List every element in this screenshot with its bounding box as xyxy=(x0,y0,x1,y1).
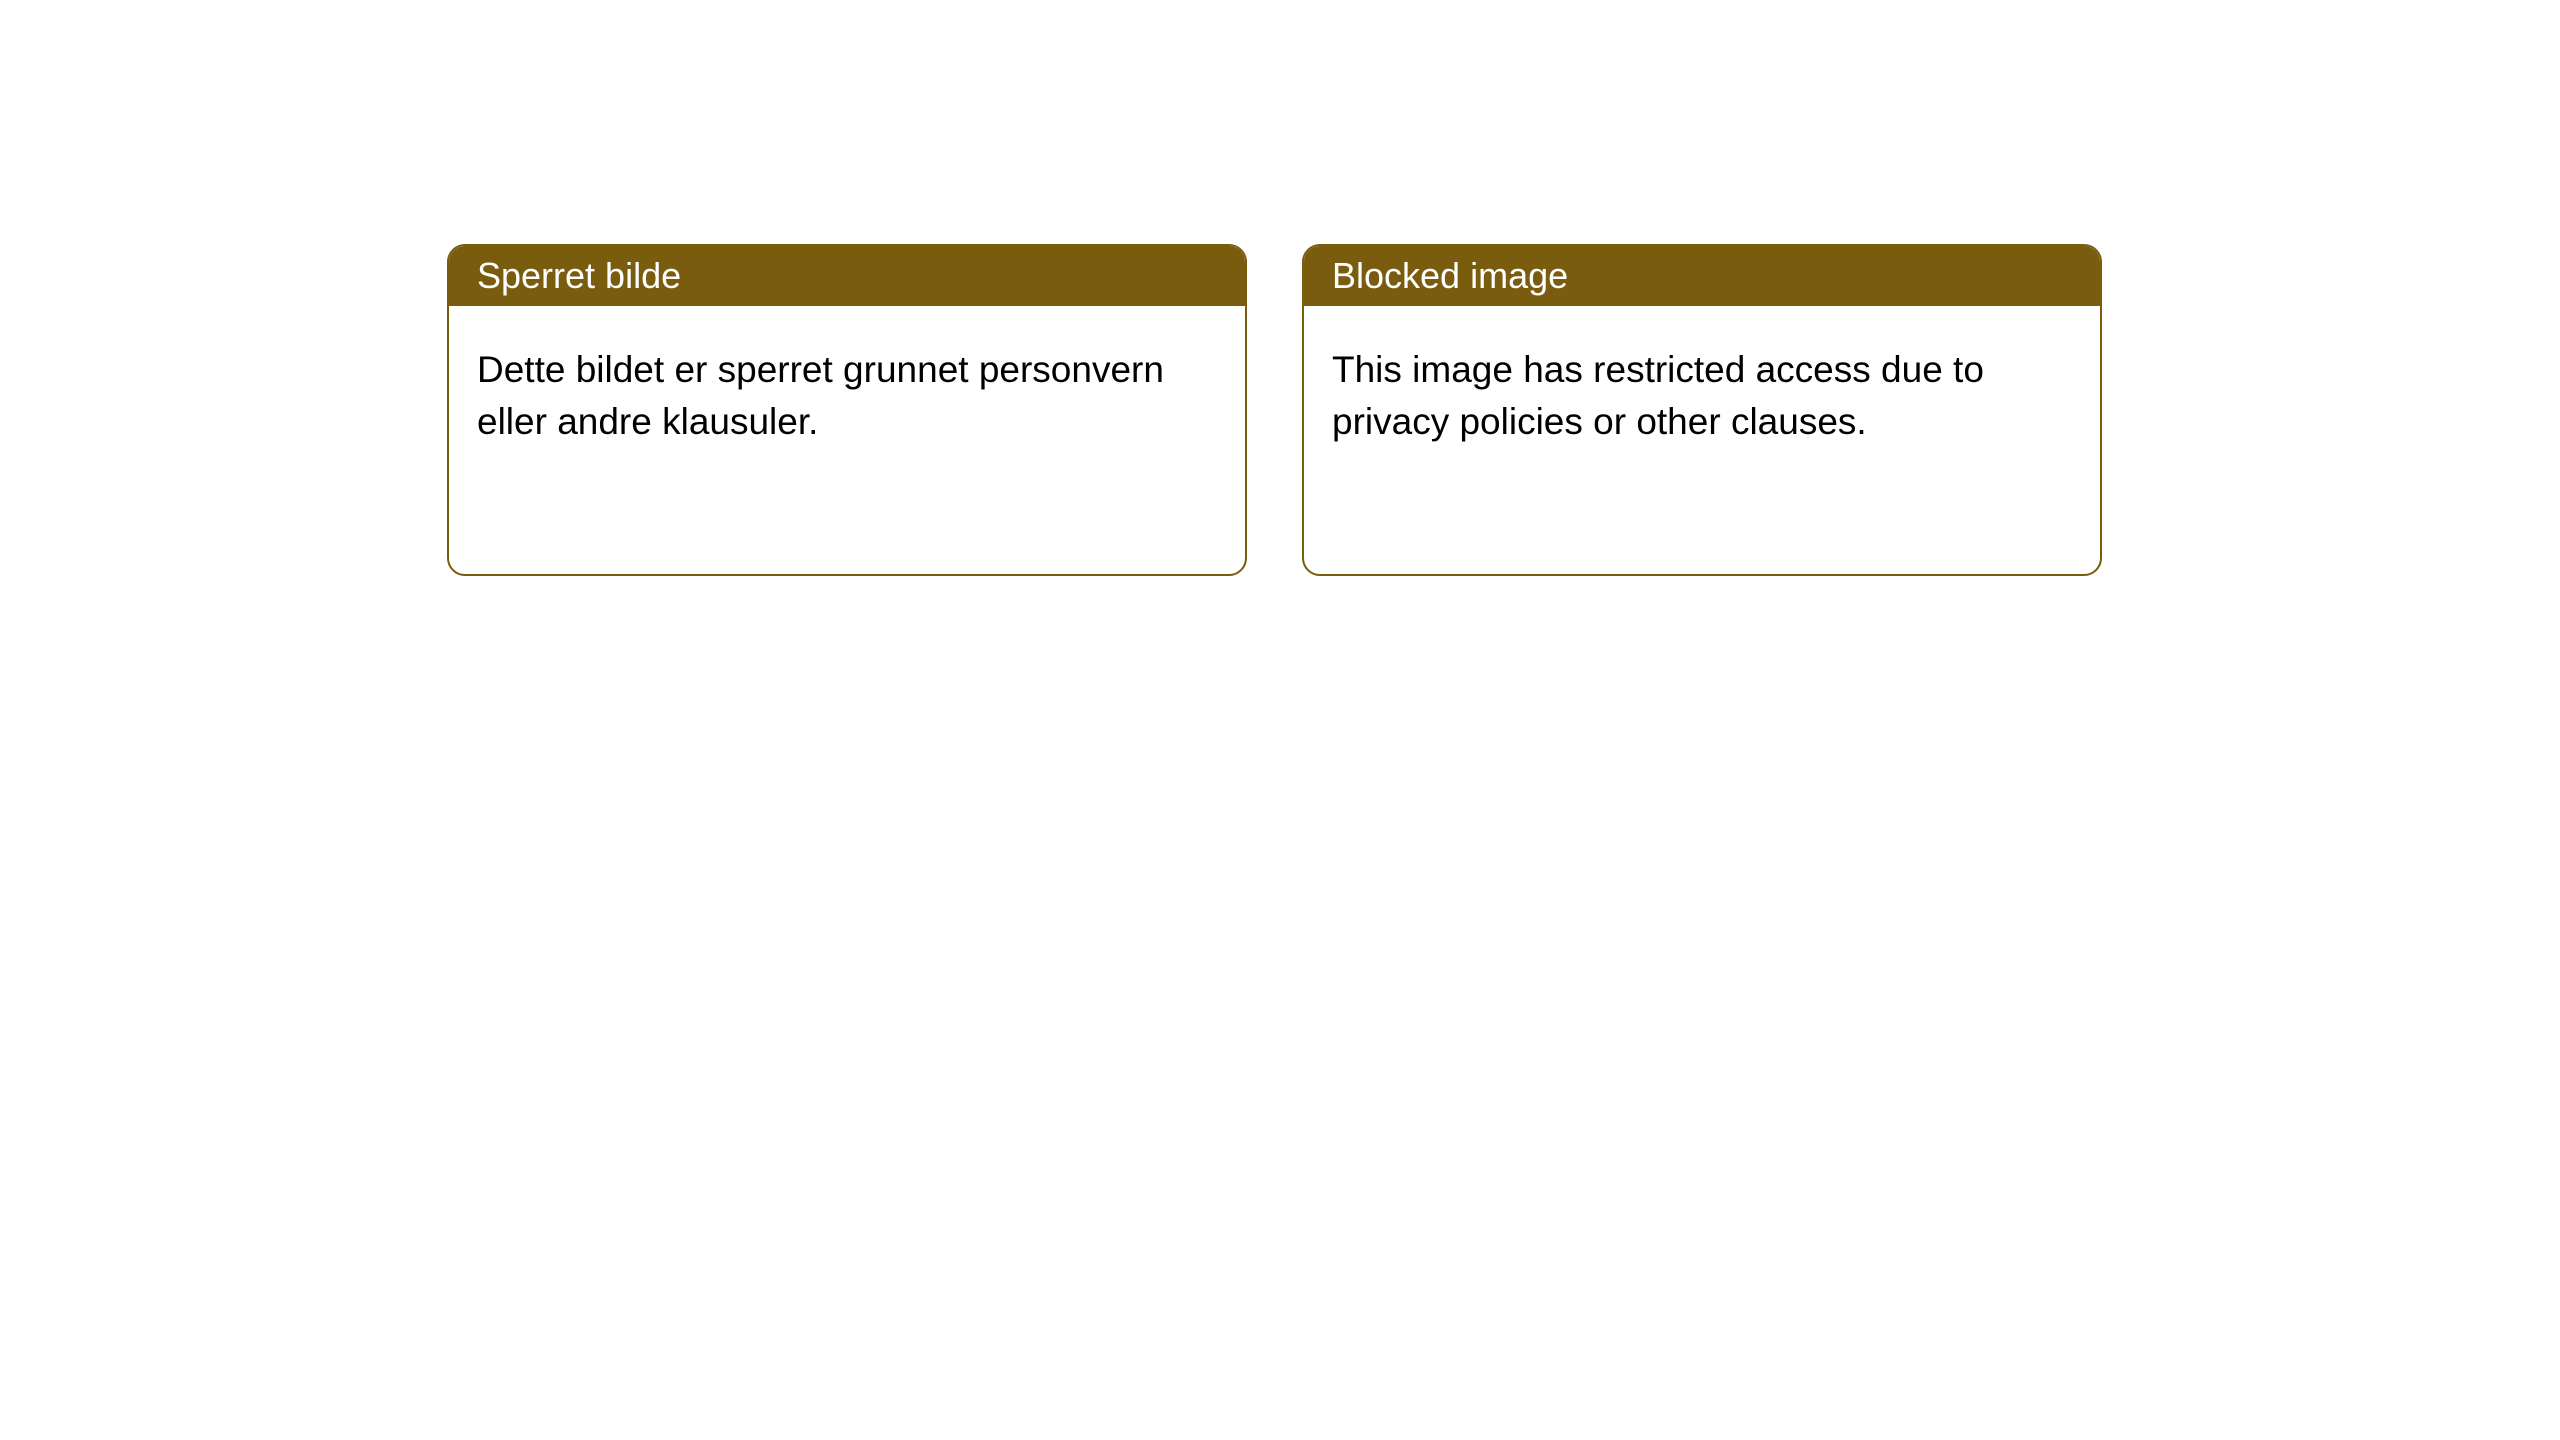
notice-body-english: This image has restricted access due to … xyxy=(1304,306,2100,486)
notice-card-norwegian: Sperret bilde Dette bildet er sperret gr… xyxy=(447,244,1247,576)
notice-header-english: Blocked image xyxy=(1304,246,2100,306)
notice-container: Sperret bilde Dette bildet er sperret gr… xyxy=(447,244,2102,576)
notice-body-norwegian: Dette bildet er sperret grunnet personve… xyxy=(449,306,1245,486)
notice-header-norwegian: Sperret bilde xyxy=(449,246,1245,306)
notice-card-english: Blocked image This image has restricted … xyxy=(1302,244,2102,576)
